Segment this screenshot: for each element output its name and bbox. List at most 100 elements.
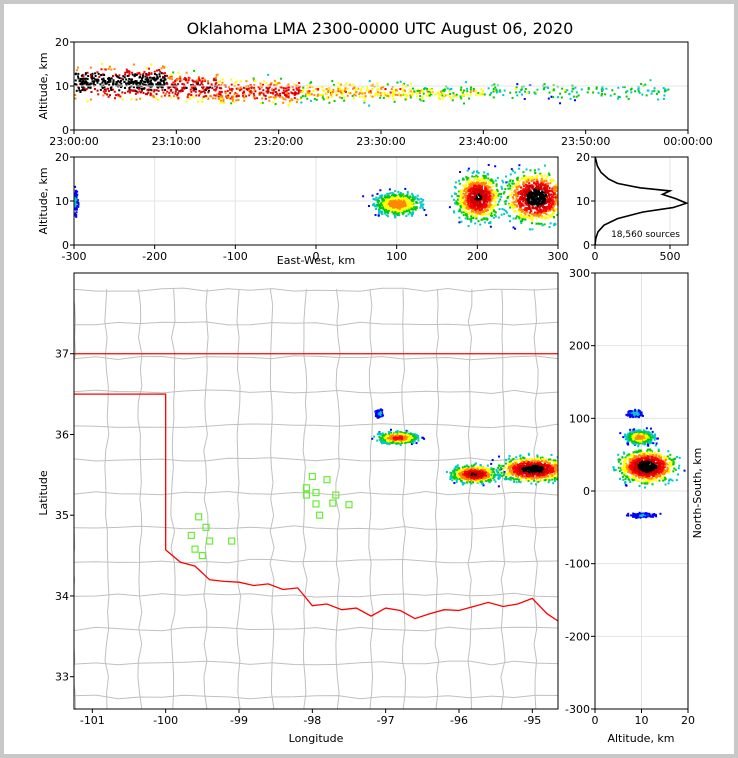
source-point [106,93,109,96]
plan-view-sources [371,408,558,488]
source-point [389,199,392,202]
source-point [462,177,465,180]
source-point [128,77,131,80]
source-point [530,180,533,183]
source-point [352,87,355,90]
source-point [150,79,153,82]
source-point [536,88,539,91]
source-point [382,199,385,202]
source-point [402,196,405,199]
source-point [399,436,402,439]
source-point [207,82,210,85]
source-point [387,204,390,207]
source-point [472,210,475,213]
source-point [465,206,468,209]
source-point [169,89,172,92]
source-point [369,90,372,93]
source-point [387,195,390,198]
source-point [170,78,173,81]
source-point [74,185,77,188]
source-point [485,213,488,216]
source-point [86,78,89,81]
source-point [443,90,446,93]
source-point [470,474,473,477]
source-point [485,189,488,192]
source-point [465,208,468,211]
source-point [153,90,156,93]
figure-frame: Oklahoma LMA 2300-0000 UTC August 06, 20… [4,4,734,754]
source-point [527,178,530,181]
source-point [540,211,543,214]
state-borders [74,353,558,622]
source-point [471,465,474,468]
source-point [403,200,406,203]
source-point [325,88,328,91]
source-point [471,187,474,190]
source-point [449,478,452,481]
source-point [284,98,287,101]
source-point [399,95,402,98]
source-point [402,193,405,196]
source-point [391,91,394,94]
source-point [295,101,298,104]
source-point [382,202,385,205]
source-point [554,189,557,192]
source-point [522,185,525,188]
time-axis-tick-label: 00:00:00 [663,135,712,148]
source-point [566,89,569,92]
source-point [552,211,555,214]
source-point [368,80,371,83]
source-point [158,83,161,86]
source-point [213,88,216,91]
source-point [212,97,215,100]
source-point [197,100,200,103]
source-point [453,473,456,476]
source-point [516,83,519,86]
source-point [366,85,369,88]
source-point [230,102,233,105]
source-point [481,191,484,194]
source-point [543,86,546,89]
source-point [560,96,563,99]
source-point [504,200,507,203]
source-point [409,90,412,93]
source-point [183,86,186,89]
source-point [531,219,534,222]
source-point [142,91,145,94]
source-point [477,176,480,179]
source-point [476,470,479,473]
source-point [475,195,478,198]
county-line [74,287,558,293]
source-point [416,198,419,201]
source-point [545,188,548,191]
source-point [164,92,167,95]
source-point [285,94,288,97]
source-point [534,172,537,175]
source-point [229,88,232,91]
source-point [494,165,497,168]
source-point [159,83,162,86]
source-point [543,184,546,187]
source-point [126,90,129,93]
source-point [128,89,131,92]
source-point [397,440,400,443]
source-point [476,204,479,207]
source-point [388,209,391,212]
source-point [467,201,470,204]
source-point [502,192,505,195]
source-point [553,224,556,227]
source-point [484,187,487,190]
source-point [325,92,328,95]
source-point [495,89,498,92]
source-point [494,86,497,89]
source-point [410,439,413,442]
source-point [80,78,83,81]
source-point [512,217,515,220]
source-point [338,89,341,92]
source-point [378,203,381,206]
source-point [472,481,475,484]
source-point [374,198,377,201]
source-point [317,88,320,91]
source-point [613,93,616,96]
source-point [405,206,408,209]
